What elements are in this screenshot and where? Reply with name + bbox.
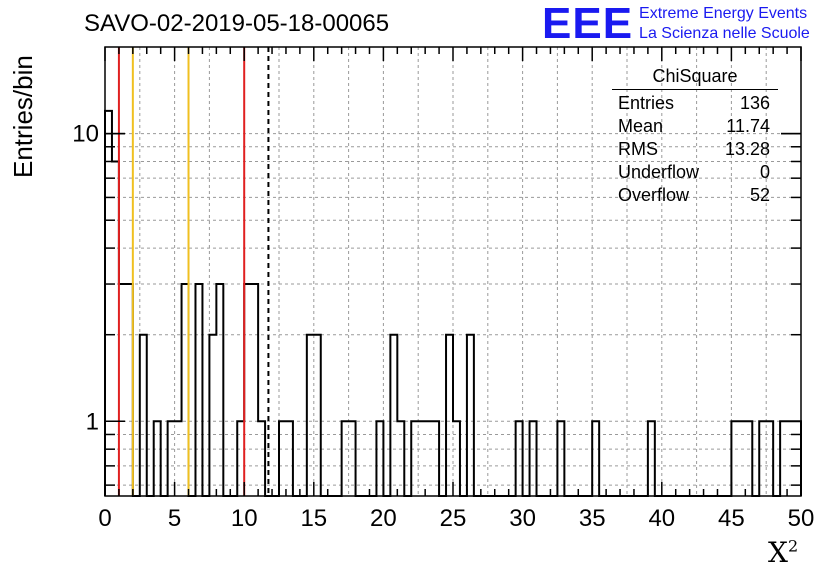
x-tick-label: 5: [168, 505, 181, 532]
eee-logo-caption: Extreme Energy Events La Scienza nelle S…: [639, 4, 810, 44]
histogram-bin: [648, 421, 655, 496]
histogram-bin: [258, 421, 265, 496]
histogram-bin: [557, 421, 564, 496]
y-axis-label: Entries/bin: [8, 55, 38, 178]
stats-row-entries: Entries 136: [612, 92, 778, 115]
axes-layer: 0 5 10 15 20 25 30 35 40 45 50 1 10: [72, 46, 815, 532]
stats-value: 13.28: [724, 139, 770, 159]
histogram-bin: [738, 421, 745, 496]
histogram-bin: [349, 421, 356, 496]
histogram-bin: [209, 335, 216, 496]
x-axis-label-base: X: [768, 536, 788, 569]
y-tick-label: 10: [72, 121, 99, 148]
histogram-bin: [286, 421, 293, 496]
x-tick-label: 0: [98, 505, 111, 532]
histogram-bin: [467, 335, 474, 496]
histogram-bin: [314, 335, 321, 496]
histogram-bin: [251, 284, 258, 496]
x-tick-label: 30: [509, 505, 536, 532]
x-tick-label: 10: [231, 505, 258, 532]
x-tick-label: 15: [300, 505, 327, 532]
x-axis-label-superscript: 2: [787, 536, 799, 556]
histogram-bin: [592, 421, 599, 496]
eee-logo-line1: Extreme Energy Events: [639, 5, 808, 22]
histogram-bin: [411, 421, 418, 496]
stats-row-underflow: Underflow 0: [612, 161, 778, 184]
histogram-bin: [182, 284, 189, 496]
stats-row-rms: RMS 13.28: [612, 138, 778, 161]
stats-box-title: ChiSquare: [612, 66, 778, 90]
histogram-bin: [342, 421, 349, 496]
histogram-bin: [390, 335, 397, 496]
eee-logo-letters: EEE: [542, 0, 634, 48]
stats-box: ChiSquare Entries 136 Mean 11.74 RMS 13.…: [612, 66, 778, 207]
histogram-bin: [237, 421, 244, 496]
histogram-bin: [759, 421, 766, 496]
eee-logo: EEE Extreme Energy Events La Scienza nel…: [542, 2, 810, 46]
histogram-bin: [112, 161, 119, 496]
y-tick-label: 1: [86, 408, 99, 435]
stats-label: RMS: [618, 139, 658, 159]
x-tick-label: 45: [718, 505, 745, 532]
histogram-bin: [530, 421, 537, 496]
histogram-bin: [453, 421, 460, 496]
histogram-bin: [516, 421, 523, 496]
histogram-bin: [745, 421, 752, 496]
histogram-bin: [195, 284, 202, 496]
stats-row-mean: Mean 11.74: [612, 115, 778, 138]
histogram-bin: [418, 421, 425, 496]
histogram-bin: [731, 421, 738, 496]
stats-label: Entries: [618, 93, 675, 113]
stats-label: Mean: [618, 116, 664, 136]
histogram-bin: [446, 335, 453, 496]
histogram-bin: [766, 421, 773, 496]
x-tick-label: 40: [648, 505, 675, 532]
histogram-bin: [279, 421, 286, 496]
x-tick-label: 20: [370, 505, 397, 532]
stats-label: Underflow: [618, 162, 700, 182]
histogram-bin: [244, 284, 251, 496]
stats-label: Overflow: [618, 185, 690, 205]
histogram-bin: [175, 421, 182, 496]
histogram-bin: [105, 111, 112, 496]
histogram-bin: [425, 421, 432, 496]
histogram-bin: [432, 421, 439, 496]
histogram-bin: [216, 284, 223, 496]
stats-row-overflow: Overflow 52: [612, 184, 778, 207]
stats-value: 136: [739, 93, 770, 113]
histogram-bin: [126, 284, 133, 496]
histogram-bin: [140, 335, 147, 496]
histogram-bin: [780, 421, 787, 496]
stats-value: 52: [749, 185, 770, 205]
histogram-bin: [168, 421, 175, 496]
stats-value: 0: [759, 162, 770, 182]
histogram-bin: [376, 421, 383, 496]
x-tick-label: 50: [788, 505, 815, 532]
x-tick-label: 35: [579, 505, 606, 532]
stats-value: 11.74: [726, 116, 770, 136]
histogram-bin: [119, 284, 126, 496]
histogram-bin: [307, 335, 314, 496]
histogram-bin: [154, 421, 161, 496]
x-tick-label: 25: [440, 505, 467, 532]
histogram-bin: [397, 421, 404, 496]
eee-logo-line2: La Scienza nelle Scuole: [639, 25, 810, 42]
histogram-title: SAVO-02-2019-05-18-00065: [84, 10, 390, 37]
x-axis-label: X2: [768, 536, 798, 569]
